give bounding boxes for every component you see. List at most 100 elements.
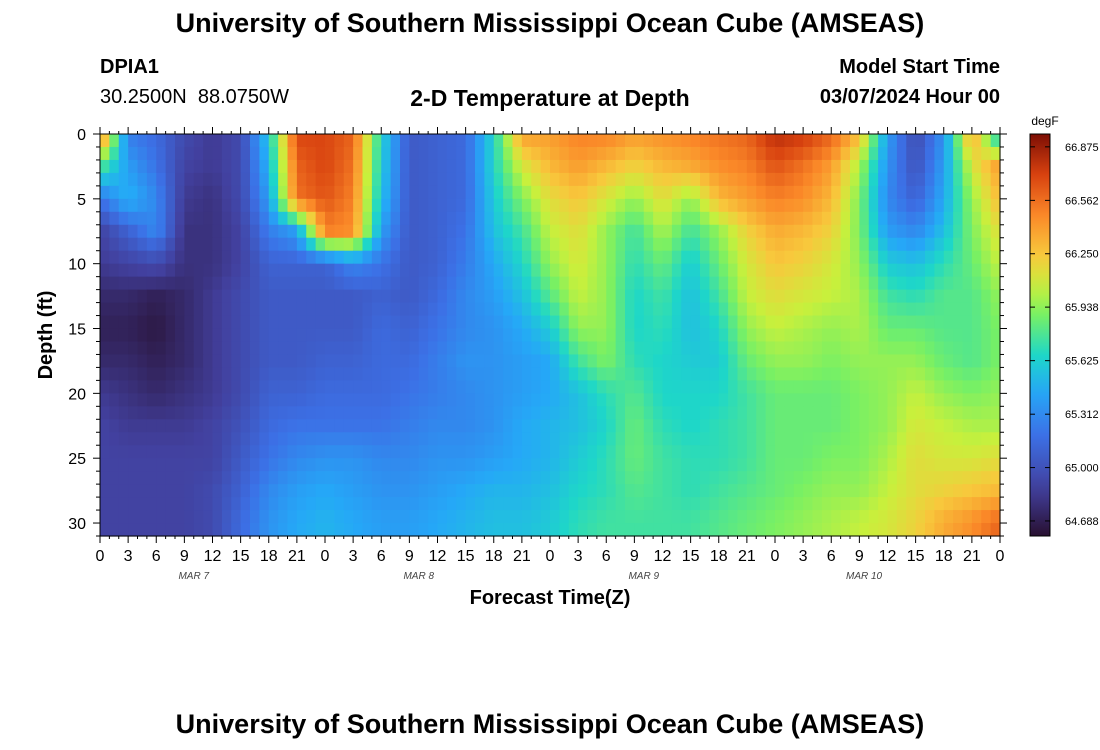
heatmap-cell <box>709 341 720 356</box>
heatmap-cell <box>559 432 570 446</box>
heatmap-cell <box>212 211 223 226</box>
heatmap-cell <box>906 211 917 226</box>
heatmap-cell <box>315 341 326 356</box>
heatmap-cell <box>728 432 739 446</box>
heatmap-cell <box>287 250 298 265</box>
heatmap-cell <box>503 250 514 265</box>
heatmap-cell <box>765 185 776 200</box>
heatmap-cell <box>512 250 523 265</box>
heatmap-cell <box>690 497 701 511</box>
heatmap-cell <box>287 445 298 459</box>
heatmap-cell <box>662 289 673 304</box>
heatmap-cell <box>690 302 701 317</box>
heatmap-cell <box>831 406 842 420</box>
heatmap-cell <box>634 185 645 200</box>
heatmap-cell <box>409 276 420 291</box>
heatmap-cell <box>662 302 673 317</box>
heatmap-cell <box>681 328 692 343</box>
heatmap-cell <box>896 328 907 343</box>
heatmap-cell <box>512 497 523 511</box>
heatmap-cell <box>156 419 167 433</box>
heatmap-cell <box>587 237 598 252</box>
heatmap-cell <box>296 432 307 446</box>
heatmap-cell <box>306 354 317 369</box>
colorbar: degF 64.68865.00065.31265.62565.93866.25… <box>1029 114 1099 537</box>
heatmap-cell <box>728 471 739 485</box>
heatmap-cell <box>175 380 185 394</box>
heatmap-cell <box>615 185 626 200</box>
heatmap-cell <box>625 289 635 304</box>
heatmap-cell <box>812 406 823 420</box>
heatmap-cell <box>990 198 1001 213</box>
heatmap-cell <box>250 237 260 252</box>
heatmap-cell <box>821 406 832 420</box>
heatmap-cell <box>250 484 260 498</box>
heatmap-cell <box>315 315 326 330</box>
heatmap-cell <box>606 289 617 304</box>
heatmap-cell <box>250 523 260 537</box>
heatmap-cell <box>446 393 457 407</box>
heatmap-cell <box>165 367 176 381</box>
heatmap-cell <box>681 523 692 537</box>
heatmap-cell <box>137 211 148 226</box>
heatmap-cell <box>765 302 776 317</box>
heatmap-cell <box>812 263 823 278</box>
heatmap-cell <box>306 341 317 356</box>
heatmap-cell <box>343 134 354 148</box>
heatmap-cell <box>184 302 195 317</box>
heatmap-cell <box>662 367 673 381</box>
heatmap-cell <box>118 328 129 343</box>
heatmap-cell <box>212 263 223 278</box>
heatmap-cell <box>981 367 992 381</box>
heatmap-cell <box>568 198 579 213</box>
heatmap-cell <box>662 172 673 187</box>
heatmap-cell <box>503 328 514 343</box>
heatmap-cell <box>325 211 335 226</box>
heatmap-cell <box>203 276 214 291</box>
heatmap-cell <box>287 302 298 317</box>
heatmap-cell <box>915 224 926 239</box>
heatmap-cell <box>793 250 804 265</box>
heatmap-cell <box>728 458 739 472</box>
heatmap-cell <box>353 185 364 200</box>
heatmap-cell <box>268 393 279 407</box>
heatmap-cell <box>962 354 973 369</box>
heatmap-cell <box>784 172 795 187</box>
heatmap-cell <box>343 185 354 200</box>
heatmap-cell <box>221 134 232 148</box>
heatmap-cell <box>625 276 635 291</box>
heatmap-cell <box>653 289 664 304</box>
heatmap-cell <box>512 419 523 433</box>
heatmap-cell <box>728 172 739 187</box>
heatmap-cell <box>634 224 645 239</box>
heatmap-cell <box>175 289 185 304</box>
heatmap-cell <box>990 458 1001 472</box>
heatmap-cell <box>315 276 326 291</box>
heatmap-cell <box>606 497 617 511</box>
heatmap-cell <box>221 497 232 511</box>
heatmap-cell <box>437 276 448 291</box>
heatmap-cell <box>793 523 804 537</box>
heatmap-cell <box>465 198 476 213</box>
heatmap-cell <box>128 315 139 330</box>
heatmap-cell <box>137 523 148 537</box>
heatmap-cell <box>137 497 148 511</box>
heatmap-cell <box>943 406 954 420</box>
heatmap-cell <box>831 185 842 200</box>
heatmap-cell <box>512 185 523 200</box>
heatmap-cell <box>878 289 889 304</box>
heatmap-cell <box>512 134 523 148</box>
heatmap-cell <box>381 380 392 394</box>
heatmap-cell <box>334 471 345 485</box>
heatmap-cell <box>343 146 354 161</box>
heatmap-cell <box>250 315 260 330</box>
heatmap-cell <box>859 315 870 330</box>
heatmap-cell <box>971 341 982 356</box>
heatmap-cell <box>550 224 560 239</box>
heatmap-cell <box>334 406 345 420</box>
heatmap-cell <box>681 276 692 291</box>
heatmap-cell <box>971 510 982 524</box>
heatmap-cell <box>540 406 551 420</box>
heatmap-cell <box>465 315 476 330</box>
heatmap-cell <box>203 445 214 459</box>
